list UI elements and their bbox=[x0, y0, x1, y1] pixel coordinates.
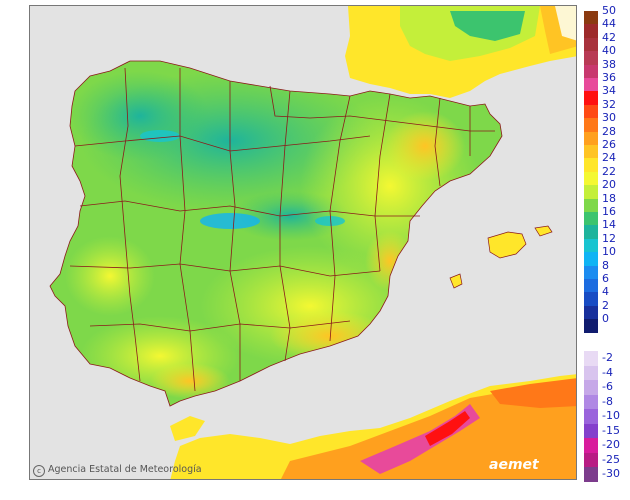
legend-label: 42 bbox=[602, 30, 616, 44]
legend-label: 34 bbox=[602, 84, 616, 98]
legend-swatch bbox=[584, 118, 598, 132]
map-canvas bbox=[49, 6, 576, 479]
legend-label: 10 bbox=[602, 245, 616, 259]
credit-text: Agencia Estatal de Meteorología bbox=[48, 464, 202, 475]
legend-label: 28 bbox=[602, 124, 616, 138]
legend-label: -2 bbox=[602, 351, 613, 364]
legend-label: -8 bbox=[602, 394, 613, 408]
legend-swatch bbox=[584, 145, 598, 159]
legend-swatch bbox=[584, 265, 598, 279]
legend-swatch bbox=[584, 252, 598, 266]
legend-label: 0 bbox=[602, 312, 609, 326]
color-legend: 50 44 42 40 38 36 34 32 30 28 26 24 22 20 18 16 14 12 10 8 6… bbox=[584, 5, 630, 482]
legend-label: 16 bbox=[602, 205, 616, 218]
legend-label: -25 bbox=[602, 452, 620, 466]
legend-label: 18 bbox=[602, 191, 616, 205]
legend-label: -15 bbox=[602, 423, 620, 437]
legend-label: 30 bbox=[602, 111, 616, 125]
atlas-peaks bbox=[425, 411, 470, 446]
aemet-logo: aemet bbox=[489, 457, 539, 473]
province-borders bbox=[69, 67, 495, 392]
legend-label: 6 bbox=[602, 272, 609, 285]
legend-label: 40 bbox=[602, 44, 616, 58]
legend-swatch bbox=[584, 351, 598, 366]
legend-label: 44 bbox=[602, 17, 616, 31]
credit-line: c Agencia Estatal de Meteorología bbox=[33, 464, 202, 477]
legend-label: 38 bbox=[602, 57, 616, 71]
legend-swatch bbox=[584, 11, 598, 25]
france-hills bbox=[450, 11, 525, 41]
legend-label: 14 bbox=[602, 218, 616, 232]
legend-label: -30 bbox=[602, 467, 620, 480]
legend-swatch bbox=[584, 409, 598, 424]
andorra-pale bbox=[555, 6, 576, 41]
africa-hot bbox=[281, 381, 576, 479]
legend-swatch bbox=[584, 131, 598, 145]
gibraltar-strait bbox=[170, 416, 205, 441]
legend-swatch bbox=[584, 185, 598, 199]
legend-swatch bbox=[584, 158, 598, 172]
legend-swatch bbox=[584, 24, 598, 38]
legend-swatch bbox=[584, 198, 598, 212]
legend-swatch bbox=[584, 104, 598, 119]
legend-label: -20 bbox=[602, 438, 620, 451]
legend-swatch bbox=[584, 78, 598, 92]
legend-label: 26 bbox=[602, 138, 616, 151]
ibiza bbox=[449, 273, 463, 289]
legend-label: -10 bbox=[602, 409, 620, 422]
legend-label: 22 bbox=[602, 164, 616, 178]
legend-label: 24 bbox=[602, 151, 616, 165]
legend-swatch bbox=[584, 37, 598, 52]
legend-swatch bbox=[584, 380, 598, 395]
legend-label: -6 bbox=[602, 380, 613, 393]
legend-label: 4 bbox=[602, 285, 609, 299]
legend-swatch bbox=[584, 319, 598, 333]
legend-label: 32 bbox=[602, 97, 616, 111]
legend-label: 36 bbox=[602, 71, 616, 84]
legend-swatch bbox=[584, 91, 598, 105]
legend-label: 2 bbox=[602, 298, 609, 312]
legend-label: 20 bbox=[602, 178, 616, 192]
legend-swatch bbox=[584, 423, 598, 438]
temperature-map bbox=[29, 5, 577, 480]
africa-coast-orange bbox=[490, 378, 576, 408]
legend-swatch bbox=[584, 171, 598, 186]
legend-swatch bbox=[584, 452, 598, 467]
legend-label: 8 bbox=[602, 258, 609, 272]
legend-swatch bbox=[584, 64, 598, 78]
legend-swatch bbox=[584, 225, 598, 239]
legend-label: 12 bbox=[602, 231, 616, 245]
legend-swatch bbox=[584, 212, 598, 226]
legend-label: -4 bbox=[602, 365, 613, 379]
menorca bbox=[534, 225, 553, 237]
legend-swatch bbox=[584, 438, 598, 453]
legend-swatch bbox=[584, 394, 598, 409]
legend-swatch bbox=[584, 279, 598, 293]
iberia-coastline bbox=[49, 60, 503, 407]
legend-swatch bbox=[584, 292, 598, 306]
legend-swatch bbox=[584, 365, 598, 380]
legend-swatch bbox=[584, 467, 598, 482]
mallorca bbox=[487, 231, 527, 259]
legend-label: 50 bbox=[602, 4, 616, 17]
legend-swatch bbox=[584, 305, 598, 320]
copyright-icon: c bbox=[33, 465, 45, 477]
legend-swatch bbox=[584, 238, 598, 253]
legend-swatch bbox=[584, 51, 598, 65]
